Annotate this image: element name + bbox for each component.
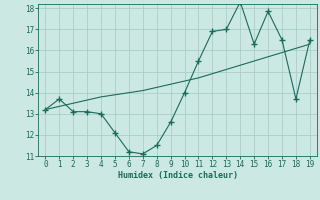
X-axis label: Humidex (Indice chaleur): Humidex (Indice chaleur) — [118, 171, 238, 180]
